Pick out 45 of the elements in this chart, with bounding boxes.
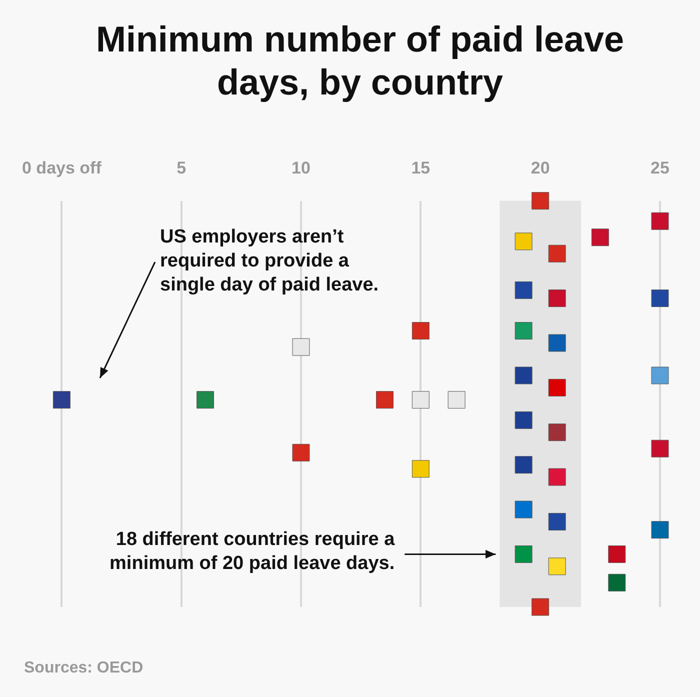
- point: [548, 424, 566, 442]
- point: [376, 391, 394, 409]
- x-tick-label: 15: [411, 158, 430, 178]
- point: [651, 212, 669, 230]
- point: [514, 366, 532, 384]
- point: [548, 468, 566, 486]
- x-tick-label: 5: [176, 158, 186, 178]
- point: [514, 232, 532, 250]
- point: [292, 338, 310, 356]
- point: [514, 281, 532, 299]
- point: [532, 598, 550, 616]
- point: [651, 521, 669, 539]
- x-tick-label: 10: [292, 158, 310, 178]
- point: [651, 366, 669, 384]
- annotation: US employers aren’t required to provide a single day of paid leave.: [160, 226, 379, 296]
- point: [412, 391, 430, 409]
- point: [548, 334, 566, 352]
- point: [514, 411, 532, 429]
- point: [448, 391, 466, 409]
- point: [548, 512, 566, 530]
- point: [412, 322, 430, 340]
- point: [651, 290, 669, 308]
- point: [548, 558, 566, 576]
- point: [412, 460, 430, 478]
- point: [514, 500, 532, 518]
- point: [548, 378, 566, 396]
- point: [196, 391, 214, 409]
- point: [608, 574, 626, 592]
- point: [532, 192, 550, 210]
- point: [52, 391, 70, 409]
- annotation: 18 different countries require a minimum of 20 paid leave days.: [110, 528, 396, 574]
- x-tick-label: 0 days off: [22, 158, 102, 178]
- x-tick-label: 25: [650, 158, 670, 178]
- source-note: Sources: OECD: [24, 659, 144, 676]
- point: [591, 228, 609, 246]
- point: [548, 244, 566, 262]
- point: [514, 456, 532, 474]
- x-tick-label: 20: [530, 158, 550, 178]
- point: [608, 545, 626, 563]
- point: [292, 444, 310, 462]
- point: [514, 322, 532, 340]
- chart-title: Minimum number of paid leave days, by country: [96, 18, 624, 103]
- point: [514, 545, 532, 563]
- point: [651, 440, 669, 458]
- point: [548, 290, 566, 308]
